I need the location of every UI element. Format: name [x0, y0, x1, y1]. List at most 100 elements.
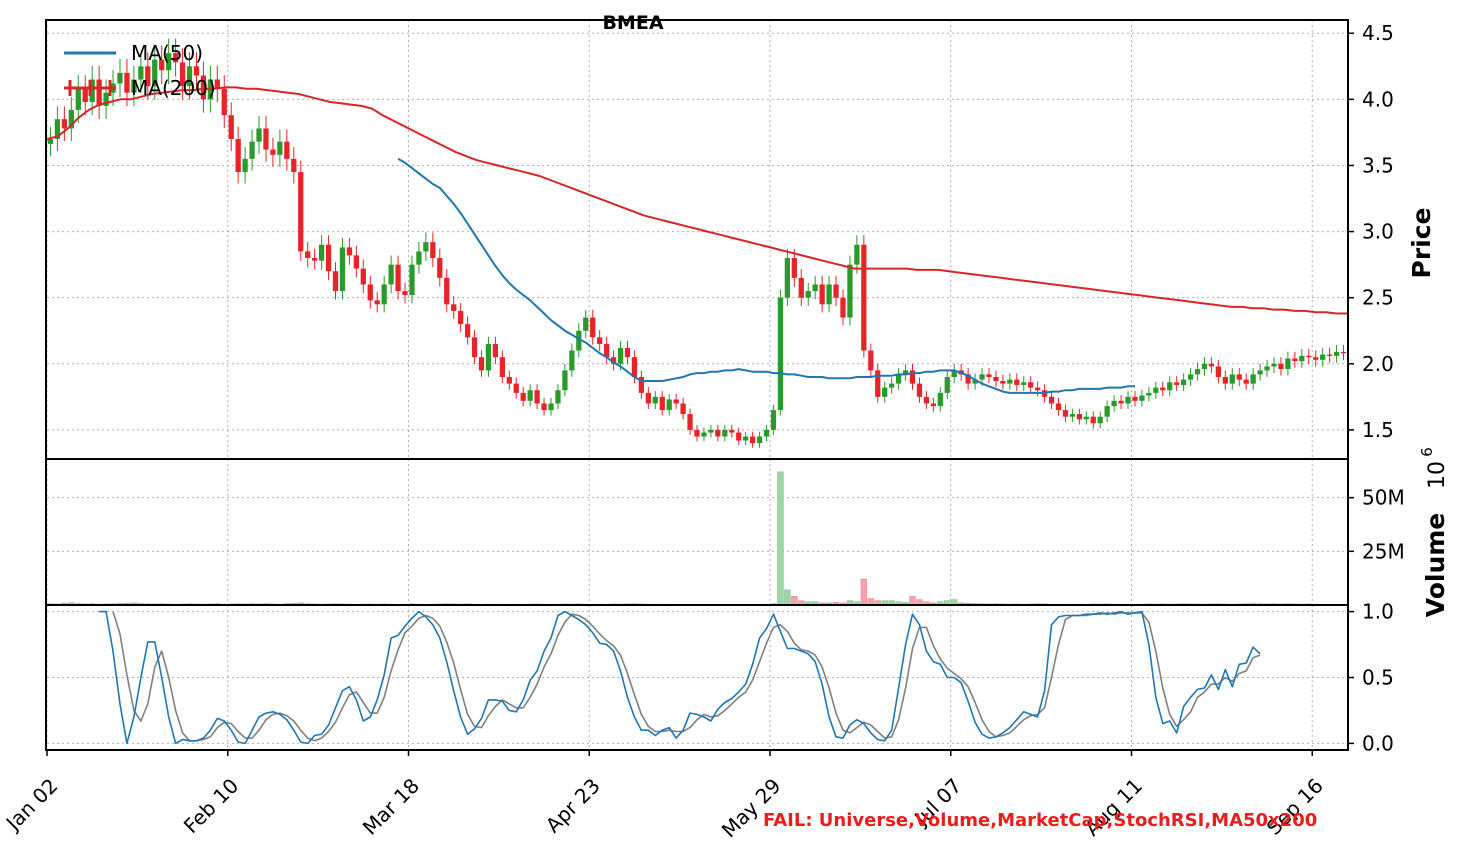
volume-exponent: 10	[1425, 461, 1450, 489]
candle-body	[951, 370, 957, 378]
candle-body	[736, 432, 742, 441]
candle-body	[1146, 392, 1152, 396]
candle-body	[270, 149, 276, 155]
candle-body	[1048, 396, 1055, 404]
candle-body	[749, 436, 756, 444]
candle-body	[193, 66, 200, 76]
candle-body	[1139, 395, 1145, 401]
candle-body	[659, 396, 665, 411]
candle-body	[89, 79, 95, 102]
candle-body	[743, 436, 749, 441]
candle-body	[597, 337, 603, 344]
x-tick-label: Apr 23	[541, 774, 605, 838]
moving-average-lines	[46, 86, 1347, 394]
candle-body	[395, 264, 401, 292]
candle-body	[1320, 354, 1326, 360]
candle-body	[763, 429, 770, 437]
candle-body	[895, 374, 902, 384]
candle-body	[1014, 379, 1020, 385]
ma200-line	[46, 86, 1347, 315]
candle-body	[444, 277, 450, 305]
candle-body	[1021, 382, 1027, 385]
candle-body	[729, 429, 735, 433]
price-tick-label: 1.5	[1362, 418, 1394, 442]
volume-bar	[860, 578, 868, 606]
volume-bar	[784, 589, 791, 606]
candle-body	[617, 347, 624, 364]
candle-body	[1194, 369, 1201, 375]
price-tick-label: 3.5	[1362, 153, 1394, 177]
candle-body	[1000, 380, 1006, 384]
candle-body	[96, 79, 102, 106]
candle-body	[1167, 382, 1173, 391]
candle-body	[1180, 379, 1187, 385]
candle-body	[451, 304, 457, 311]
candle-body	[909, 370, 916, 384]
candle-body	[756, 436, 763, 444]
candle-body	[631, 357, 638, 378]
candle-body	[367, 284, 373, 301]
volume-tick-label: 25M	[1362, 539, 1405, 563]
candle-body	[464, 324, 471, 338]
fail-message: FAIL: Universe,Volume,MarketCap,StochRSI…	[763, 810, 1317, 831]
candle-body	[1097, 416, 1103, 424]
price-tick-label: 4.5	[1362, 21, 1394, 45]
x-tick-label: Jan 02	[0, 774, 63, 837]
candle-body	[1132, 396, 1138, 401]
candle-body	[1028, 382, 1034, 388]
candle-body	[492, 343, 499, 358]
candle-body	[1326, 354, 1333, 356]
candle-body	[235, 139, 241, 173]
candle-body	[471, 337, 478, 358]
candle-body	[972, 379, 978, 384]
candle-body	[805, 291, 811, 298]
candle-body	[478, 357, 485, 371]
price-axis-title: Price	[1407, 208, 1436, 279]
stochrsi-tick-label: 0.5	[1362, 666, 1394, 690]
candle-body	[346, 247, 353, 256]
candle-body	[54, 119, 61, 140]
candle-body	[1250, 374, 1256, 384]
axis-ticks: Jan 02 Feb 10 Mar 18 Apr 23 May 29 Jul 07 Aug …	[0, 21, 1405, 842]
candle-body	[1153, 387, 1159, 393]
candle-body	[1236, 374, 1242, 380]
candle-body	[812, 284, 818, 292]
candle-body	[249, 141, 255, 159]
candle-body	[527, 390, 533, 401]
price-panel-frame	[45, 19, 1349, 460]
candle-body	[1187, 374, 1194, 380]
candle-body	[47, 139, 54, 144]
candle-body	[770, 410, 777, 430]
candle-body	[228, 115, 234, 140]
candle-body	[457, 310, 464, 325]
candle-body	[652, 396, 658, 404]
candle-body	[875, 370, 881, 397]
candle-body	[680, 403, 686, 415]
candle-body	[256, 128, 262, 142]
candle-body	[221, 88, 227, 116]
candle-body	[1313, 357, 1319, 360]
candle-body	[1007, 379, 1013, 384]
candle-body	[548, 403, 554, 411]
candle-body	[1215, 366, 1222, 378]
candle-body	[694, 429, 700, 437]
candle-body	[1076, 414, 1082, 420]
candle-body	[179, 62, 186, 87]
candle-body	[325, 244, 332, 272]
candle-body	[339, 247, 346, 292]
legend-ma50-label: MA(50)	[131, 41, 203, 65]
candle-body	[819, 284, 825, 305]
candle-body	[131, 79, 137, 93]
candle-body	[381, 284, 387, 305]
candle-body	[1243, 379, 1249, 384]
candle-body	[402, 291, 408, 296]
candle-body	[214, 79, 220, 89]
candle-body	[1229, 374, 1235, 384]
candle-body	[200, 75, 207, 100]
candle-body	[166, 53, 172, 71]
candle-body	[75, 88, 81, 110]
candle-body	[1174, 382, 1180, 385]
candle-body	[916, 383, 923, 397]
stochrsi-k-line	[99, 610, 1261, 745]
volume-bar	[777, 471, 784, 606]
